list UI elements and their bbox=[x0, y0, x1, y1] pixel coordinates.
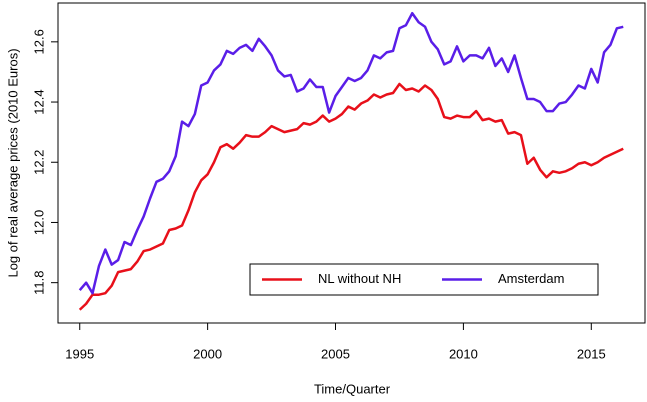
line-series bbox=[78, 82, 624, 311]
y-tick-label: 12.4 bbox=[31, 89, 46, 114]
plot-frame bbox=[57, 2, 646, 324]
x-tick-label: 2015 bbox=[577, 346, 606, 361]
x-tick-label: 2010 bbox=[449, 346, 478, 361]
x-tick-label: 2005 bbox=[321, 346, 350, 361]
legend-box bbox=[249, 263, 599, 296]
legend-label: Amsterdam bbox=[498, 271, 564, 286]
y-tick-label: 12.0 bbox=[31, 210, 46, 235]
y-tick-label: 11.8 bbox=[31, 270, 46, 294]
y-tick-label: 12.6 bbox=[31, 29, 46, 54]
legend-label: NL without NH bbox=[318, 271, 401, 286]
x-tick-label: 2000 bbox=[193, 346, 222, 361]
x-tick-label: 1995 bbox=[65, 346, 94, 361]
y-tick-label: 12.2 bbox=[31, 150, 46, 175]
y-axis-title: Log of real average prices (2010 Euros) bbox=[5, 48, 20, 277]
line-series bbox=[78, 11, 624, 295]
x-axis-title: Time/Quarter bbox=[314, 381, 391, 396]
